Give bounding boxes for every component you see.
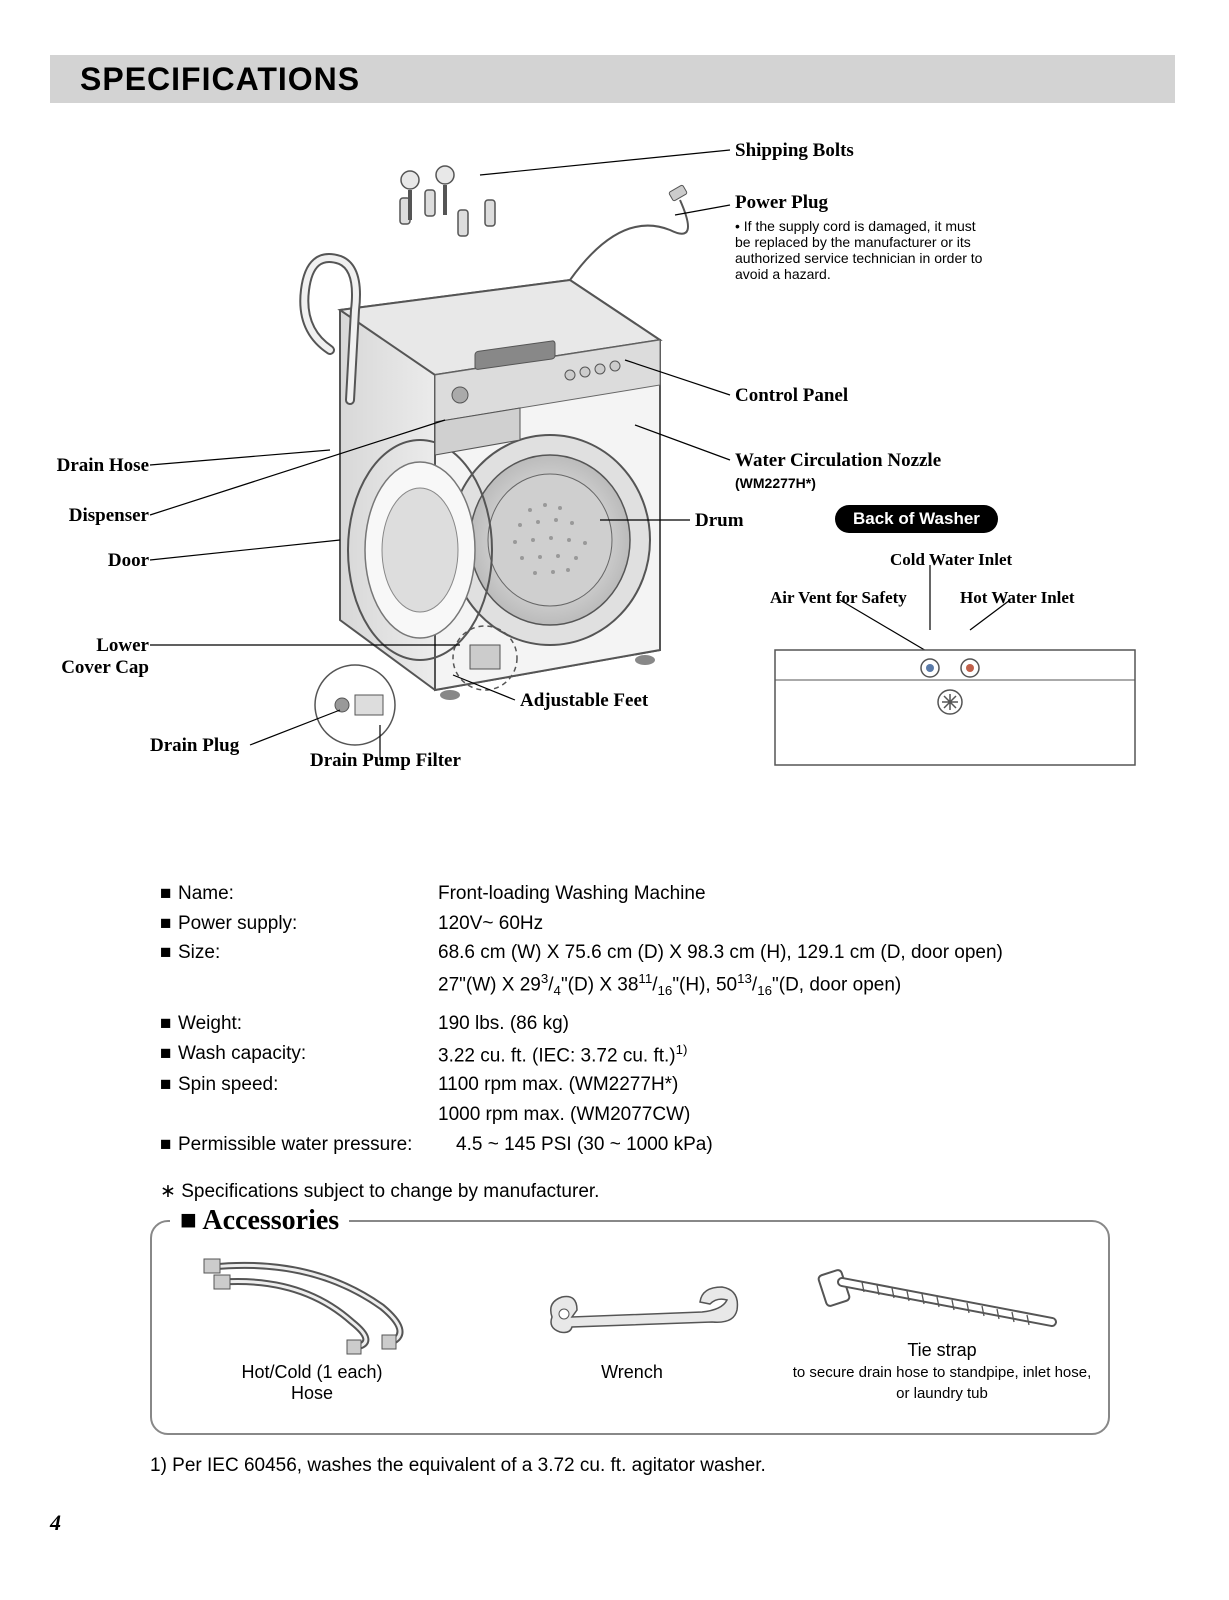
- spec-power-label: Power supply:: [178, 910, 438, 938]
- washer-illustration: [260, 150, 720, 770]
- spec-name-value: Front-loading Washing Machine: [438, 880, 1160, 908]
- label-dispenser: Dispenser: [50, 505, 149, 527]
- label-drain-hose: Drain Hose: [50, 455, 149, 477]
- spec-name-label: Name:: [178, 880, 438, 908]
- specifications-list: ■ Name: Front-loading Washing Machine ■ …: [160, 880, 1160, 1206]
- spec-pressure-label: Permissible water pressure:: [178, 1131, 456, 1159]
- label-cold-inlet: Cold Water Inlet: [890, 550, 1012, 570]
- back-of-washer-pill: Back of Washer: [835, 505, 998, 533]
- tie-strap-icon: [802, 1252, 1082, 1342]
- section-title: SPECIFICATIONS: [80, 61, 360, 98]
- label-drain-plug: Drain Plug: [150, 735, 239, 757]
- label-drain-pump: Drain Pump Filter: [310, 750, 461, 772]
- wrench-label: Wrench: [522, 1362, 742, 1383]
- back-pill-text: Back of Washer: [835, 505, 998, 533]
- spec-power-value: 120V~ 60Hz: [438, 910, 1160, 938]
- label-power-plug-title: Power Plug: [735, 192, 828, 213]
- spec-size-value2: 27"(W) X 293/4"(D) X 3811/16"(H), 5013/1…: [438, 969, 1160, 1000]
- spec-size-label: Size:: [178, 939, 438, 967]
- page-number: 4: [50, 1510, 61, 1536]
- accessories-title: ■ Accessories: [170, 1205, 349, 1237]
- hose-label: Hot/Cold (1 each) Hose: [182, 1362, 442, 1404]
- label-water-nozzle: Water Circulation Nozzle (WM2277H*): [735, 450, 941, 494]
- wrench-icon: [522, 1262, 742, 1352]
- spec-spin-value1: 1100 rpm max. (WM2277H*): [438, 1071, 1160, 1099]
- spec-size-value1: 68.6 cm (W) X 75.6 cm (D) X 98.3 cm (H),…: [438, 939, 1160, 967]
- label-water-nozzle-title: Water Circulation Nozzle: [735, 450, 941, 471]
- spec-wash-value: 3.22 cu. ft. (IEC: 3.72 cu. ft.)1): [438, 1040, 1160, 1070]
- spec-spin-label: Spin speed:: [178, 1071, 438, 1099]
- back-panel-illustration: [770, 620, 1140, 790]
- label-power-plug: Power Plug • If the supply cord is damag…: [735, 192, 985, 282]
- label-lower-cover: Lower Cover Cap: [50, 635, 149, 679]
- label-shipping-bolts: Shipping Bolts: [735, 140, 854, 162]
- spec-wash-label: Wash capacity:: [178, 1040, 438, 1070]
- tie-strap-label: Tie strap to secure drain hose to standp…: [792, 1340, 1092, 1403]
- section-header: SPECIFICATIONS: [50, 55, 1175, 103]
- iec-footnote: 1) Per IEC 60456, washes the equivalent …: [150, 1455, 766, 1477]
- change-note: ∗ Specifications subject to change by ma…: [160, 1178, 1160, 1206]
- spec-weight-value: 190 lbs. (86 kg): [438, 1010, 1160, 1038]
- spec-pressure-value: 4.5 ~ 145 PSI (30 ~ 1000 kPa): [456, 1131, 1160, 1159]
- hose-icon: [182, 1247, 442, 1357]
- accessories-box: Hot/Cold (1 each) Hose Wrench Tie strap …: [150, 1220, 1110, 1435]
- label-drum: Drum: [695, 510, 744, 532]
- spec-weight-label: Weight:: [178, 1010, 438, 1038]
- diagram-area: Shipping Bolts Power Plug • If the suppl…: [50, 120, 1175, 850]
- spec-spin-value2: 1000 rpm max. (WM2077CW): [438, 1101, 1160, 1129]
- label-hot-inlet: Hot Water Inlet: [960, 588, 1075, 608]
- label-adj-feet: Adjustable Feet: [520, 690, 648, 712]
- label-power-plug-note: If the supply cord is damaged, it must b…: [735, 218, 982, 282]
- label-door: Door: [50, 550, 149, 572]
- label-air-vent: Air Vent for Safety: [770, 588, 907, 608]
- label-water-nozzle-sub: (WM2277H*): [735, 475, 816, 491]
- label-control-panel: Control Panel: [735, 385, 848, 407]
